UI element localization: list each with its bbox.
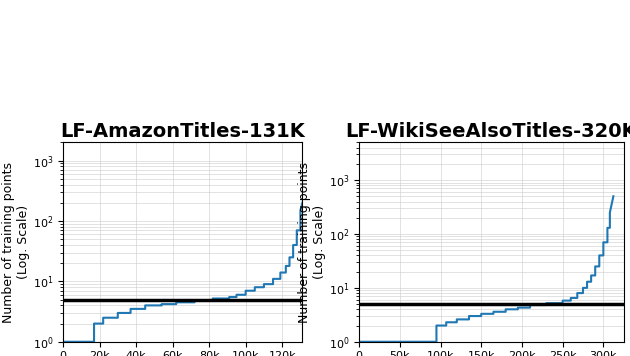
Y-axis label: Number of training points
(Log. Scale): Number of training points (Log. Scale): [298, 162, 326, 323]
Y-axis label: Number of training points
(Log. Scale): Number of training points (Log. Scale): [2, 162, 30, 323]
Title: LF-WikiSeeAlsoTitles-320K: LF-WikiSeeAlsoTitles-320K: [346, 122, 630, 141]
Title: LF-AmazonTitles-131K: LF-AmazonTitles-131K: [60, 122, 305, 141]
